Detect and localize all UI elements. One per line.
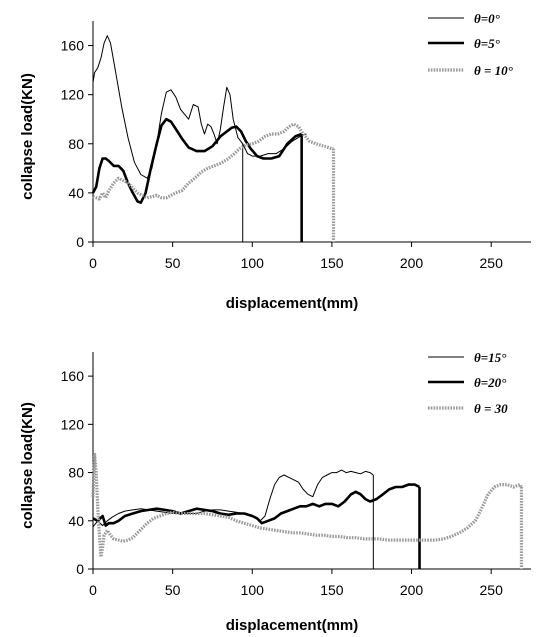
y-tick-label: 120 — [61, 87, 85, 103]
legend-label-1: θ=15° — [474, 350, 507, 365]
x-tick-label: 250 — [480, 582, 504, 598]
y-axis-title: collapse load(KN) — [19, 73, 36, 200]
chart-panel-bottom: 0 40 80 120 160 0 50 100 150 200 250 displacement(m… — [19, 350, 531, 634]
x-tick-label: 150 — [320, 255, 344, 271]
y-axis-title: collapse load(KN) — [19, 402, 36, 529]
x-axis-title: displacement(mm) — [226, 617, 359, 634]
y-tick-label: 160 — [61, 38, 85, 54]
series-line-1 — [92, 35, 307, 179]
x-tick-label: 150 — [320, 582, 344, 598]
y-tick-label: 40 — [68, 185, 84, 201]
y-tick-label: 0 — [76, 234, 84, 250]
x-tick-label: 100 — [241, 582, 265, 598]
x-tick-label: 50 — [165, 582, 181, 598]
y-tick-label: 160 — [61, 368, 85, 384]
series-line-2 — [92, 483, 421, 527]
x-tick-label: 0 — [89, 255, 97, 271]
x-tick-label: 0 — [89, 582, 97, 598]
legend-label-3: θ = 10° — [474, 63, 514, 78]
x-tick-label: 200 — [400, 255, 424, 271]
legend-label-1: θ=0° — [474, 11, 501, 26]
y-tick-label: 40 — [68, 513, 84, 529]
series-line-2 — [91, 117, 303, 204]
chart-panel-top: 0 40 80 120 160 0 50 100 150 200 250 displacement(m… — [19, 11, 531, 312]
series-line-3 — [92, 122, 334, 201]
legend-label-2: θ=20° — [474, 375, 507, 390]
x-tick-label: 100 — [241, 255, 265, 271]
series-line-3 — [91, 452, 523, 559]
x-tick-label: 200 — [400, 582, 424, 598]
y-tick-label: 80 — [68, 136, 84, 152]
x-tick-label: 50 — [165, 255, 181, 271]
y-tick-label: 80 — [68, 465, 84, 481]
series-line-1 — [92, 469, 374, 528]
y-tick-label: 0 — [76, 561, 84, 577]
legend-label-3: θ = 30 — [474, 401, 508, 416]
x-tick-label: 250 — [480, 255, 504, 271]
x-axis-title: displacement(mm) — [226, 295, 359, 312]
legend-label-2: θ=5° — [474, 36, 501, 51]
y-tick-label: 120 — [61, 416, 85, 432]
